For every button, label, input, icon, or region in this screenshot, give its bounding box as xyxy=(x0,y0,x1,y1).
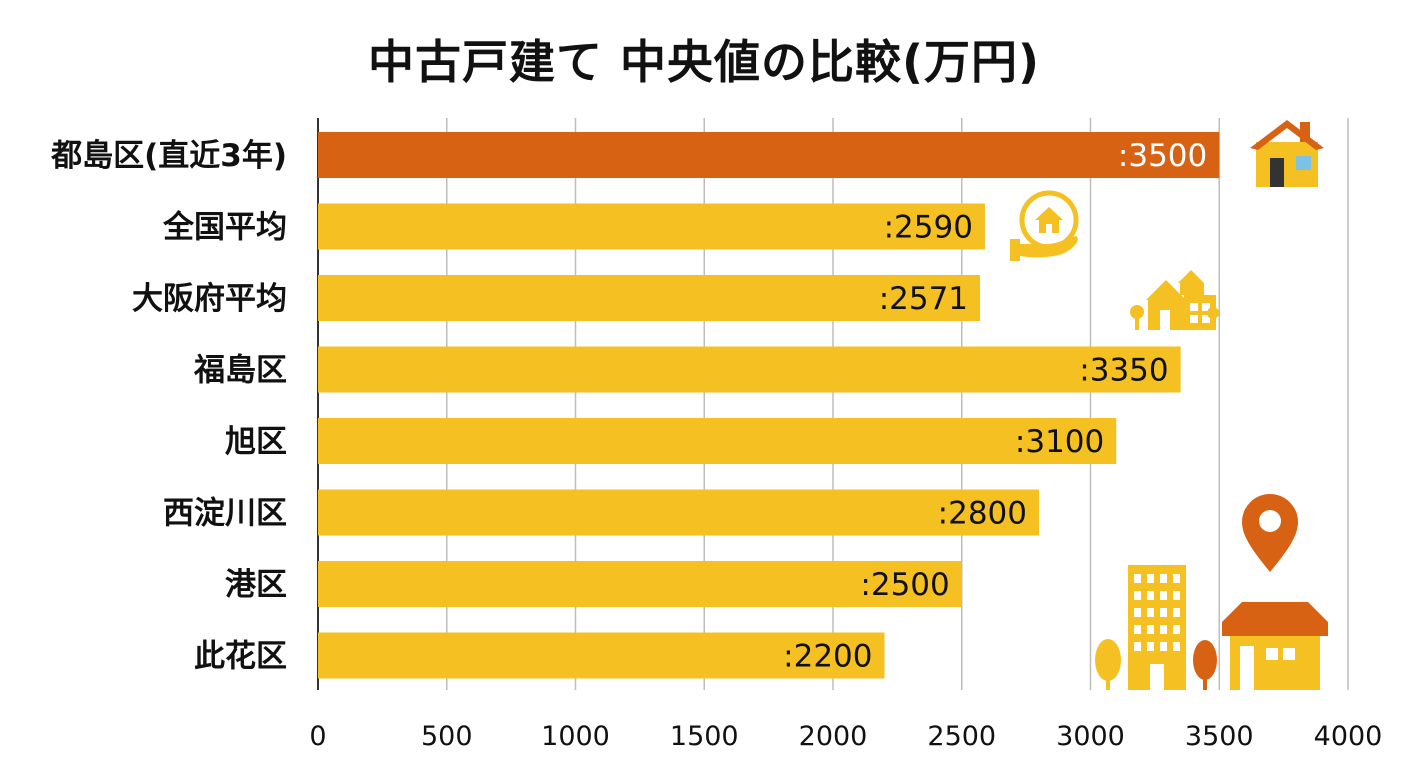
value-label: :2800 xyxy=(938,496,1027,532)
x-tick-label: 1500 xyxy=(670,721,739,752)
hand-house-icon xyxy=(1010,190,1079,261)
x-tick-label: 3500 xyxy=(1185,721,1254,752)
bar xyxy=(318,561,962,607)
x-tick-label: 3000 xyxy=(1056,721,1125,752)
x-tick-label: 0 xyxy=(309,721,326,752)
chart-title: 中古戸建て 中央値の比較(万円) xyxy=(367,35,1041,89)
tree-icon xyxy=(1095,639,1217,690)
bar-layer xyxy=(318,132,1220,679)
home-icon xyxy=(1222,602,1328,690)
category-label: 港区 xyxy=(225,567,287,603)
bar xyxy=(318,418,1117,464)
value-label: :2571 xyxy=(879,281,968,317)
value-label: :2500 xyxy=(860,567,949,603)
bar xyxy=(318,346,1181,393)
house-icon xyxy=(1250,120,1324,187)
category-label: 旭区 xyxy=(225,424,287,460)
value-label: :2200 xyxy=(783,639,872,675)
category-label: 全国平均 xyxy=(162,210,287,246)
bar xyxy=(318,632,885,679)
value-label: :2590 xyxy=(884,210,973,246)
bar xyxy=(318,132,1220,178)
x-tick-label: 4000 xyxy=(1314,721,1383,752)
category-label: 西淀川区 xyxy=(163,496,287,532)
category-label: 此花区 xyxy=(194,639,287,675)
x-tick-label: 2500 xyxy=(927,721,996,752)
label-layer: 0 500 1000 1500 2000 2500 3000 3500 4000 都島区(直近3年… xyxy=(50,138,1382,752)
value-label: :3100 xyxy=(1015,424,1104,460)
map-pin-icon xyxy=(1242,494,1298,572)
residential-house-icon xyxy=(1130,270,1219,330)
bar xyxy=(318,275,981,321)
bar xyxy=(318,203,985,250)
category-label: 都島区(直近3年) xyxy=(50,138,287,174)
category-label: 大阪府平均 xyxy=(132,281,287,317)
value-label: :3500 xyxy=(1118,138,1207,174)
x-tick-label: 2000 xyxy=(799,721,868,752)
bar xyxy=(318,489,1039,536)
category-label: 福島区 xyxy=(193,353,287,389)
building-icon xyxy=(1128,565,1186,690)
value-label: :3350 xyxy=(1079,353,1168,389)
x-tick-label: 1000 xyxy=(541,721,610,752)
x-tick-label: 500 xyxy=(421,721,473,752)
